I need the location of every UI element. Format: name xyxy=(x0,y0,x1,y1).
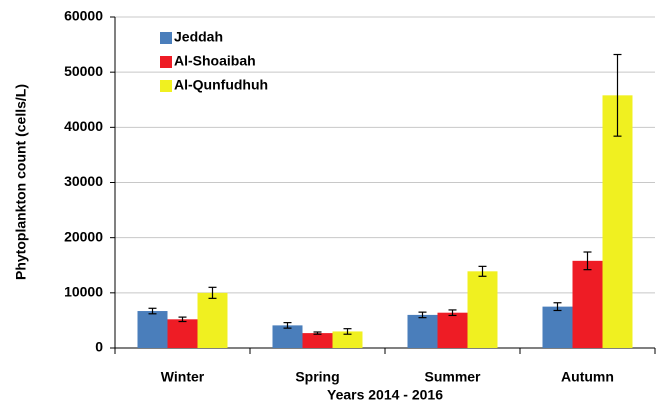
bar xyxy=(137,311,168,348)
bar xyxy=(602,95,633,348)
error-bar xyxy=(208,286,217,299)
y-tick-label: 60000 xyxy=(64,8,103,24)
bar xyxy=(407,314,438,348)
error-bar xyxy=(283,322,292,329)
legend-swatch xyxy=(160,32,172,44)
bar xyxy=(437,312,468,348)
y-tick-label: 10000 xyxy=(64,284,103,300)
bar xyxy=(167,319,198,348)
x-tick-label: Spring xyxy=(295,369,339,385)
bar xyxy=(542,306,573,348)
legend-label: Jeddah xyxy=(174,29,223,45)
x-axis-label: Years 2014 - 2016 xyxy=(327,387,443,403)
error-bar xyxy=(418,311,427,319)
x-tick-label: Autumn xyxy=(561,369,614,385)
error-bar xyxy=(313,331,322,335)
bar xyxy=(332,331,363,348)
legend-swatch xyxy=(160,80,172,92)
error-bar xyxy=(178,316,187,323)
bar xyxy=(467,271,498,348)
y-tick-label: 30000 xyxy=(64,173,103,189)
error-bar xyxy=(553,302,562,312)
error-bar xyxy=(448,309,457,317)
y-tick-label: 40000 xyxy=(64,118,103,134)
error-bar xyxy=(343,328,352,335)
x-tick-label: Winter xyxy=(161,369,205,385)
y-tick-label: 0 xyxy=(95,339,103,355)
error-bar xyxy=(613,53,622,137)
y-tick-label: 50000 xyxy=(64,63,103,79)
bar xyxy=(572,260,603,348)
legend-label: Al-Qunfudhuh xyxy=(174,77,268,93)
error-bar xyxy=(478,265,487,277)
y-axis-label: Phytoplankton count (cells/L) xyxy=(13,84,29,280)
bar xyxy=(197,292,228,348)
legend-label: Al-Shoaibah xyxy=(174,53,256,69)
error-bar xyxy=(583,251,592,271)
legend-swatch xyxy=(160,56,172,68)
x-tick-label: Summer xyxy=(424,369,481,385)
bar xyxy=(302,333,333,348)
bar xyxy=(272,325,303,348)
error-bar xyxy=(148,307,157,315)
y-tick-label: 20000 xyxy=(64,228,103,244)
